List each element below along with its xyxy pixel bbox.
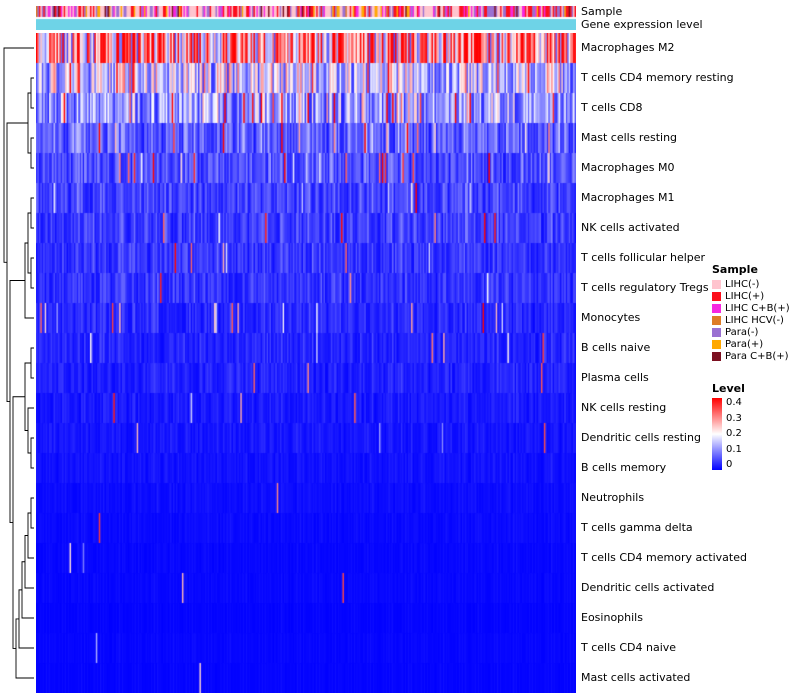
row-label: T cells CD4 memory activated xyxy=(581,551,747,564)
sample-legend-item: LIHC HCV(-) xyxy=(712,315,790,326)
row-label: T cells CD8 xyxy=(581,101,643,114)
row-label: Mast cells resting xyxy=(581,131,678,144)
row-dendrogram xyxy=(3,47,34,679)
legend-label: LIHC HCV(-) xyxy=(725,315,784,326)
legend-swatch xyxy=(712,280,721,289)
row-label: Macrophages M0 xyxy=(581,161,675,174)
row-label: Dendritic cells activated xyxy=(581,581,715,594)
sample-annotation-bar xyxy=(36,6,576,30)
legend-label: LIHC(+) xyxy=(725,291,765,302)
legend-swatch xyxy=(712,292,721,301)
row-label: Dendritic cells resting xyxy=(581,431,701,444)
row-label: T cells CD4 memory resting xyxy=(581,71,734,84)
row-label: NK cells activated xyxy=(581,221,680,234)
legend-label: Para C+B(+) xyxy=(725,351,789,362)
level-tick-label: 0.3 xyxy=(726,412,742,424)
level-tick-label: 0.2 xyxy=(726,428,742,439)
level-tick-label: 0.1 xyxy=(726,443,742,455)
row-label: T cells follicular helper xyxy=(581,251,706,264)
sample-legend: Sample LIHC(-) LIHC(+) LIHC C+B(+) LIHC HCV… xyxy=(712,263,790,363)
legend-swatch xyxy=(712,316,721,325)
row-label: T cells regulatory Tregs xyxy=(581,281,709,294)
level-gradient-bar xyxy=(712,398,722,470)
legend-swatch xyxy=(712,328,721,337)
sample-legend-item: LIHC C+B(+) xyxy=(712,303,790,314)
expression-bar-label: Gene expression level xyxy=(581,18,703,31)
legend-swatch xyxy=(712,352,721,361)
dendrogram-branches xyxy=(3,47,34,679)
row-label: Mast cells activated xyxy=(581,671,691,684)
sample-legend-item: Para(+) xyxy=(712,339,790,350)
sample-legend-item: Para C+B(+) xyxy=(712,351,790,362)
row-label: Plasma cells xyxy=(581,371,649,384)
row-label: T cells CD4 naive xyxy=(581,641,677,654)
row-label: T cells gamma delta xyxy=(581,521,693,534)
level-tick-label: 0.4 xyxy=(726,397,742,408)
legend-label: Para(-) xyxy=(725,327,759,338)
heatmap xyxy=(36,33,576,693)
level-tick-label: 0 xyxy=(726,459,733,470)
sample-legend-title: Sample xyxy=(712,263,758,276)
row-label: NK cells resting xyxy=(581,401,667,414)
level-legend-title: Level xyxy=(712,382,745,395)
sample-legend-items: LIHC(-) LIHC(+) LIHC C+B(+) LIHC HCV(-) Para… xyxy=(712,279,790,362)
row-label: Neutrophils xyxy=(581,491,645,504)
legend-label: LIHC C+B(+) xyxy=(725,303,790,314)
level-legend: Level 0.4 0.3 0.2 0.1 0 xyxy=(712,382,745,470)
row-label: B cells memory xyxy=(581,461,667,474)
sample-legend-item: LIHC(-) xyxy=(712,279,790,290)
legend-swatch xyxy=(712,340,721,349)
level-tick-labels: 0.4 0.3 0.2 0.1 0 xyxy=(726,398,742,470)
sample-legend-item: Para(-) xyxy=(712,327,790,338)
row-label: Macrophages M2 xyxy=(581,41,675,54)
row-label: B cells naive xyxy=(581,341,651,354)
legend-swatch xyxy=(712,304,721,313)
row-label: Eosinophils xyxy=(581,611,643,624)
legend-label: LIHC(-) xyxy=(725,279,760,290)
sample-bar-label: Sample xyxy=(581,5,623,18)
legend-label: Para(+) xyxy=(725,339,764,350)
sample-legend-item: LIHC(+) xyxy=(712,291,790,302)
row-label: Macrophages M1 xyxy=(581,191,675,204)
row-label: Monocytes xyxy=(581,311,641,324)
